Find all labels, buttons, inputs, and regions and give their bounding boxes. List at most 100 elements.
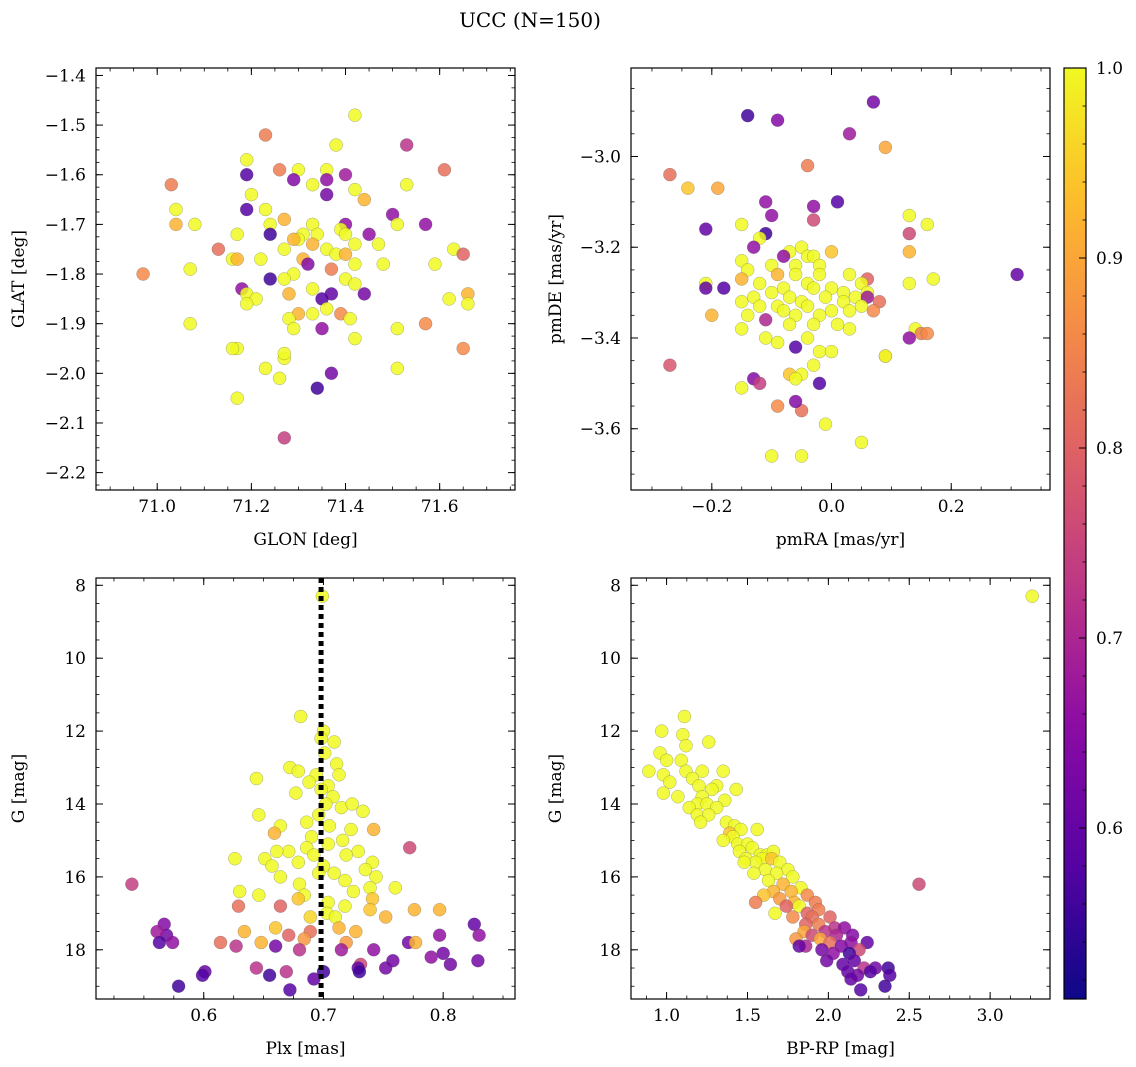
scatter-panel-3: 0.6 0.7 0.8 8 10 12 14 16 18 Plx [mas] G [mag]: [9, 576, 516, 1059]
data-point: [244, 187, 259, 202]
data-point: [292, 943, 307, 957]
data-point: [693, 815, 708, 829]
y-tick-label: 14: [599, 795, 621, 815]
data-point: [818, 417, 833, 431]
data-point: [270, 844, 284, 859]
data-point: [125, 877, 139, 891]
data-point: [741, 108, 755, 123]
data-point: [824, 304, 839, 318]
data-point: [866, 95, 881, 109]
y-tick-label: −1.9: [45, 315, 86, 335]
data-point: [305, 177, 320, 192]
y-tick-label: −3.6: [580, 420, 621, 440]
data-point: [307, 972, 321, 986]
data-point: [806, 199, 821, 214]
data-point: [348, 237, 362, 251]
data-point: [705, 782, 719, 797]
scatter-panel-1: 71.0 71.2 71.4 71.6 −1.4 −1.5 −1.6 −1.7 −1.8 −1.9…: [9, 66, 516, 550]
data-point: [820, 954, 834, 968]
data-point: [287, 321, 301, 336]
data-point: [169, 202, 183, 217]
data-point: [343, 312, 357, 326]
data-point: [788, 267, 803, 282]
x-axis-label: BP-RP [mag]: [786, 1039, 895, 1059]
data-point: [794, 449, 809, 463]
data-point: [249, 771, 264, 786]
data-point: [759, 313, 773, 327]
data-point: [327, 866, 341, 880]
data-point: [188, 217, 202, 232]
data-point: [272, 163, 287, 177]
data-point: [294, 709, 308, 724]
data-point: [320, 172, 334, 187]
x-tick-label: 0.2: [938, 497, 965, 517]
data-point: [902, 226, 916, 241]
y-tick-label: 8: [610, 576, 621, 596]
data-point: [806, 317, 821, 332]
data-point: [735, 272, 749, 286]
data-point: [239, 167, 254, 182]
data-point: [332, 768, 346, 782]
data-point: [765, 449, 779, 463]
data-point: [379, 910, 393, 924]
data-point: [424, 950, 438, 964]
data-point: [842, 304, 857, 318]
data-point: [902, 276, 916, 291]
data-point: [695, 764, 709, 778]
y-tick-label: 12: [64, 722, 86, 742]
x-tick-label: −0.2: [691, 497, 732, 517]
data-point: [390, 217, 404, 232]
data-point: [800, 299, 815, 313]
data-point: [279, 965, 293, 979]
data-point: [282, 287, 296, 301]
data-point: [150, 924, 164, 939]
axes-frame: [95, 67, 516, 491]
panels: 71.0 71.2 71.4 71.6 −1.4 −1.5 −1.6 −1.7 −1.8 −1.9…: [9, 66, 1051, 1059]
data-point: [258, 202, 273, 217]
data-point: [249, 961, 264, 975]
data-point: [252, 888, 266, 902]
data-point: [348, 277, 362, 291]
data-point: [735, 217, 749, 232]
data-point: [291, 855, 305, 869]
data-point: [788, 394, 803, 409]
data-point: [277, 242, 291, 256]
data-point: [770, 267, 785, 282]
colorbar-tick-label: 0.6: [1096, 819, 1123, 839]
data-point: [367, 822, 381, 837]
data-point: [747, 866, 761, 880]
data-point: [346, 884, 361, 899]
data-point: [357, 192, 371, 207]
data-point: [237, 924, 252, 939]
data-point: [842, 322, 857, 336]
y-tick-label: −1.8: [45, 265, 86, 285]
y-tick-label: −2.0: [45, 364, 86, 384]
x-tick-label: 0.0: [818, 497, 845, 517]
y-tick-label: −3.4: [580, 329, 621, 349]
y-tick-label: 16: [599, 868, 621, 888]
x-tick-label: 2.0: [815, 1006, 842, 1026]
data-point: [356, 804, 370, 818]
y-tick-label: 10: [599, 649, 621, 669]
data-point: [759, 195, 773, 209]
data-point: [252, 808, 266, 822]
data-point: [357, 287, 371, 301]
y-tick-label: 8: [75, 576, 86, 596]
data-point: [165, 935, 180, 950]
data-point: [659, 753, 674, 767]
data-point: [461, 297, 475, 311]
data-point: [171, 979, 186, 993]
data-point: [287, 232, 301, 247]
data-point: [362, 227, 376, 242]
data-point: [443, 957, 458, 972]
data-point: [705, 308, 719, 322]
data-point: [262, 968, 277, 982]
data-point: [301, 257, 315, 271]
data-point: [300, 815, 314, 829]
data-point: [348, 331, 362, 346]
colorbar-tick-label: 0.9: [1096, 249, 1123, 269]
data-point: [735, 295, 749, 309]
data-point: [436, 946, 450, 961]
data-point: [699, 222, 713, 236]
data-point: [854, 435, 869, 450]
